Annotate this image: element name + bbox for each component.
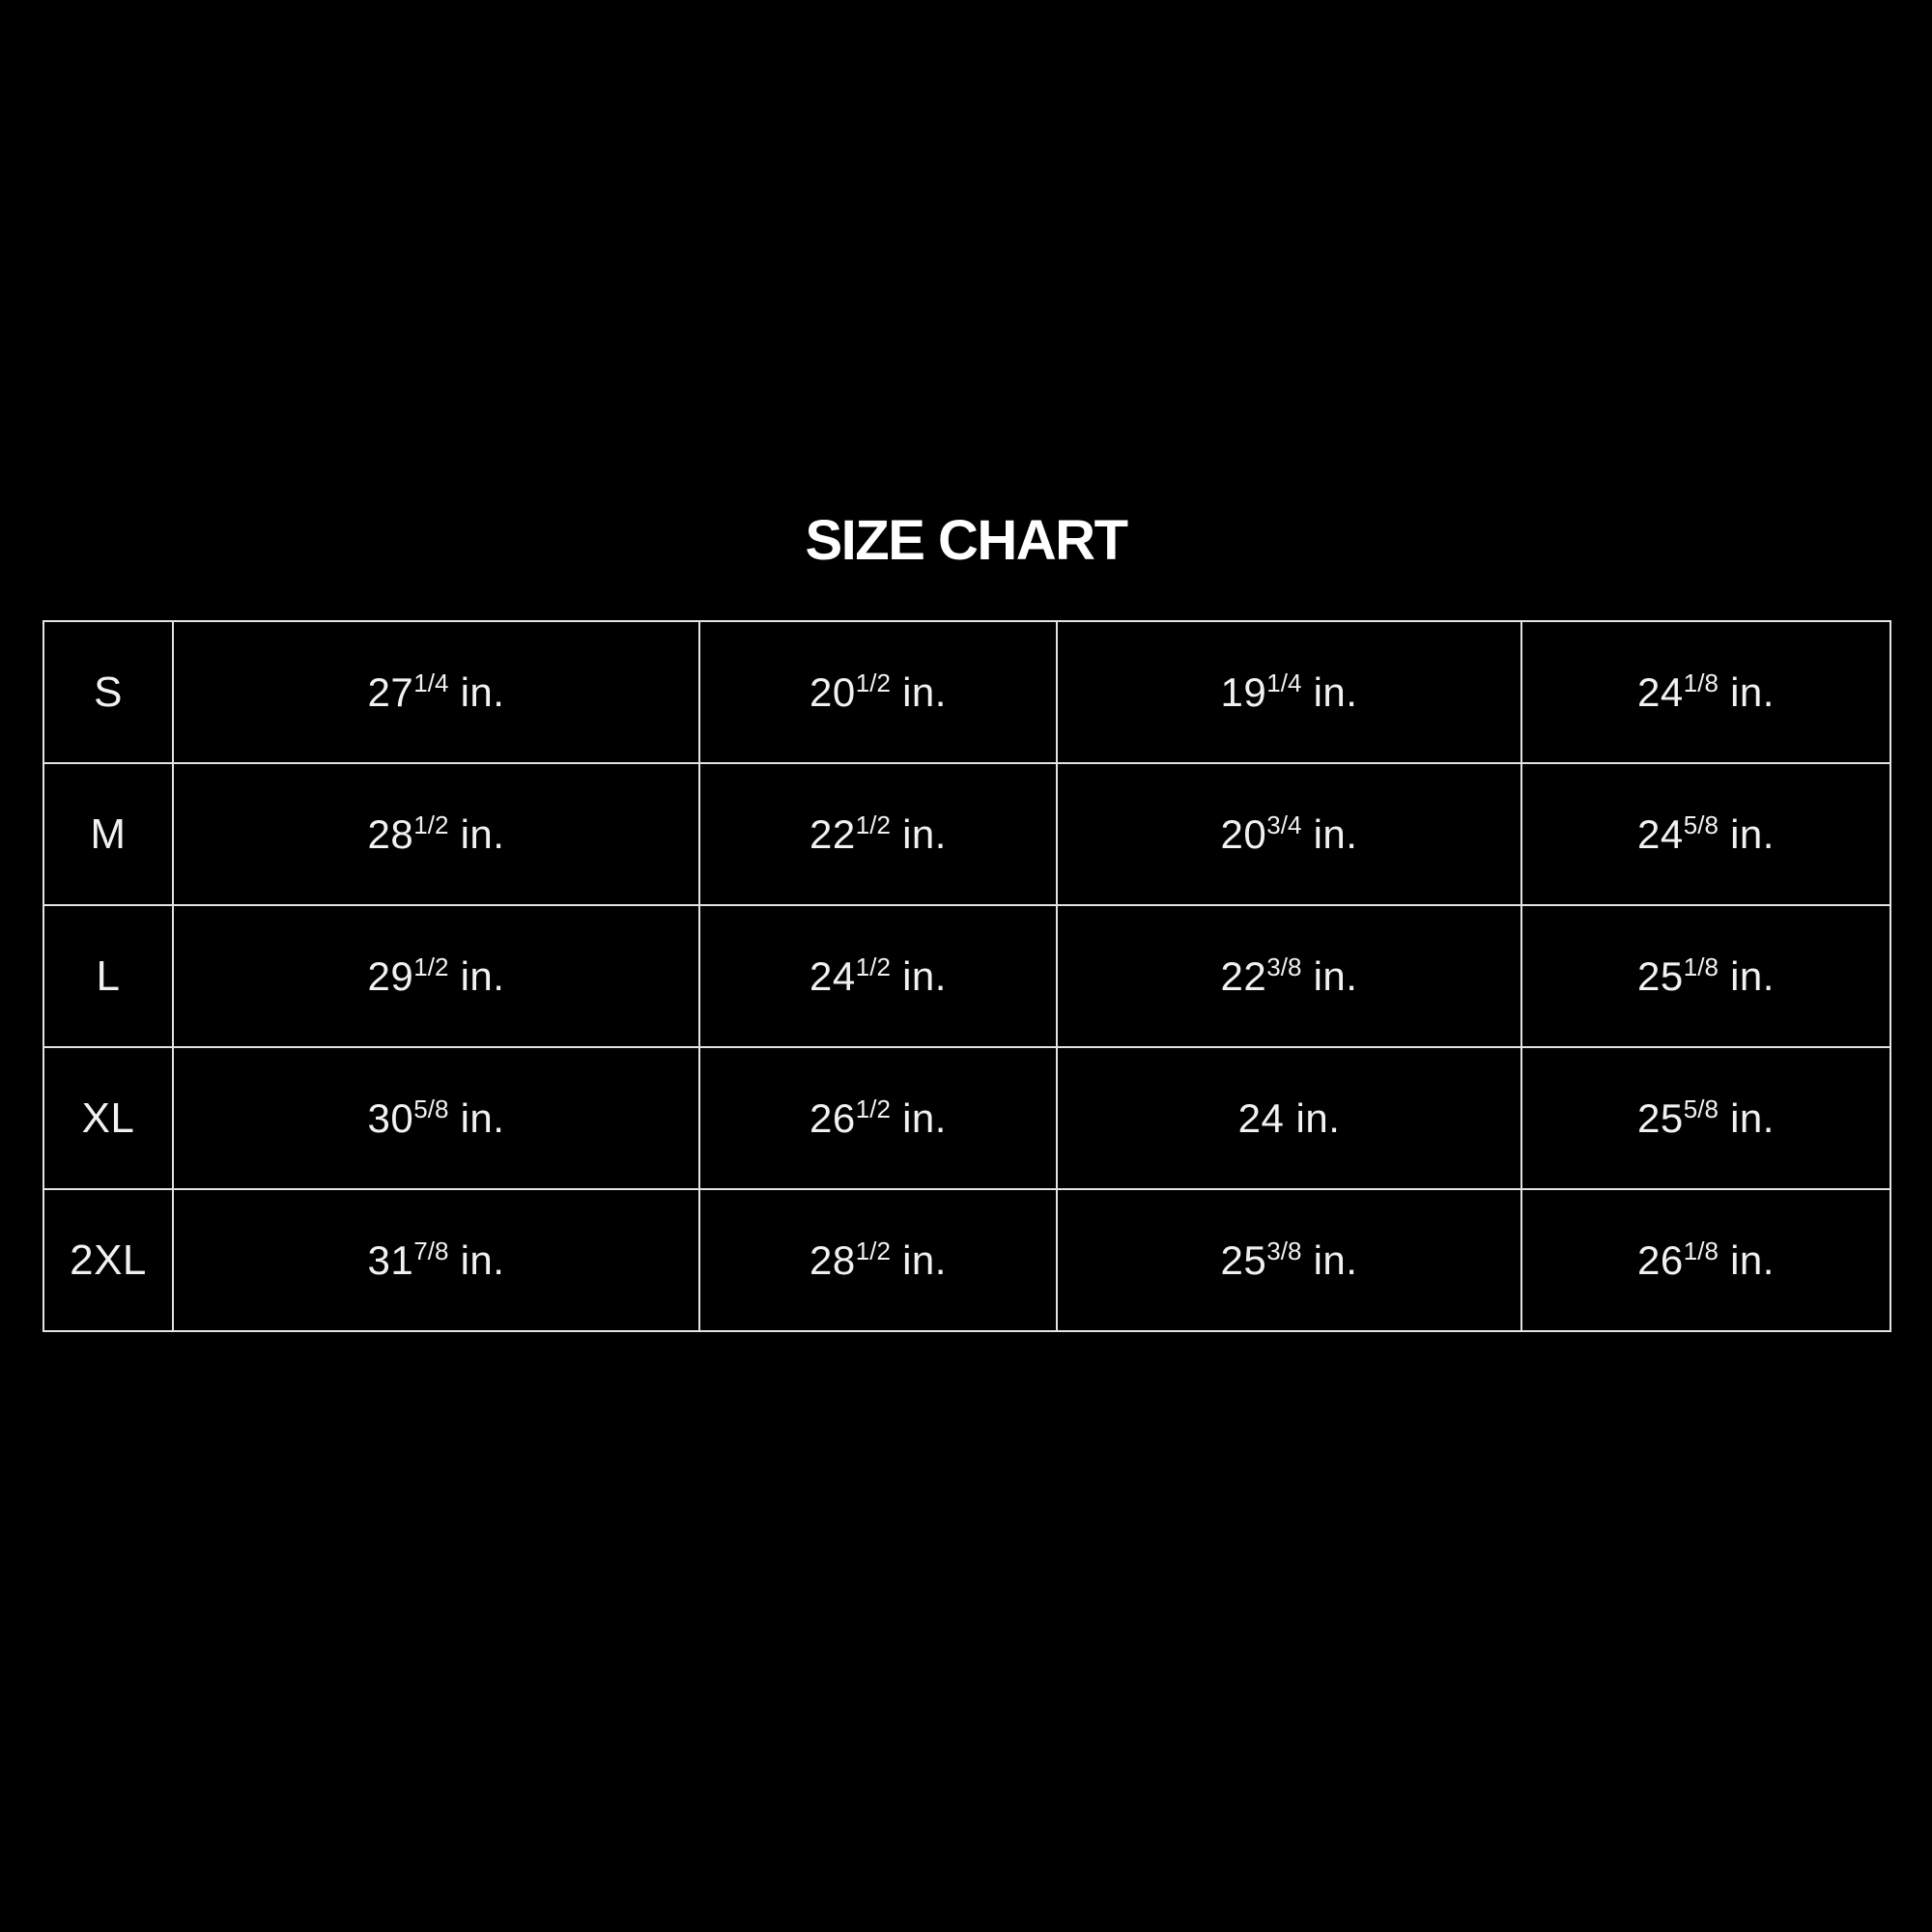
- measurement-cell: 271/4 in.: [172, 620, 700, 764]
- table-row: M 281/2 in. 221/2 in. 203/4 in. 245/8 in.: [43, 762, 1891, 906]
- table-row: XL 305/8 in. 261/2 in. 24 in. 255/8 in.: [43, 1046, 1891, 1190]
- fraction-superscript: 1/8: [1683, 1236, 1719, 1265]
- measurement-cell: 203/4 in.: [1056, 762, 1522, 906]
- fraction-superscript: 1/2: [413, 810, 449, 839]
- fraction-superscript: 1/2: [413, 952, 449, 981]
- measurement-cell: 281/2 in.: [698, 1188, 1058, 1332]
- measurement-cell: 245/8 in.: [1520, 762, 1891, 906]
- measurement-cell: 253/8 in.: [1056, 1188, 1522, 1332]
- fraction-superscript: 1/2: [855, 810, 891, 839]
- fraction-superscript: 5/8: [1683, 1094, 1719, 1123]
- size-cell: S: [43, 620, 174, 764]
- measurement-cell: 281/2 in.: [172, 762, 700, 906]
- fraction-superscript: 1/8: [1683, 952, 1719, 981]
- measurement-cell: 191/4 in.: [1056, 620, 1522, 764]
- size-cell: 2XL: [43, 1188, 174, 1332]
- size-chart-table: S 271/4 in. 201/2 in. 191/4 in. 241/8 in. M 28…: [43, 620, 1891, 1332]
- measurement-cell: 241/2 in.: [698, 904, 1058, 1048]
- fraction-superscript: 3/8: [1266, 952, 1302, 981]
- fraction-superscript: 1/2: [855, 668, 891, 697]
- measurement-cell: 223/8 in.: [1056, 904, 1522, 1048]
- fraction-superscript: 1/8: [1683, 668, 1719, 697]
- measurement-cell: 305/8 in.: [172, 1046, 700, 1190]
- page-title: SIZE CHART: [805, 509, 1129, 572]
- fraction-superscript: 3/8: [1266, 1236, 1302, 1265]
- fraction-superscript: 1/2: [855, 1236, 891, 1265]
- measurement-cell: 241/8 in.: [1520, 620, 1891, 764]
- measurement-cell: 255/8 in.: [1520, 1046, 1891, 1190]
- measurement-cell: 261/8 in.: [1520, 1188, 1891, 1332]
- fraction-superscript: 1/4: [413, 668, 449, 697]
- size-cell: XL: [43, 1046, 174, 1190]
- fraction-superscript: 3/4: [1266, 810, 1302, 839]
- size-cell: M: [43, 762, 174, 906]
- fraction-superscript: 1/2: [855, 952, 891, 981]
- size-table-body: S 271/4 in. 201/2 in. 191/4 in. 241/8 in. M 28…: [43, 620, 1891, 1332]
- measurement-cell: 221/2 in.: [698, 762, 1058, 906]
- measurement-cell: 261/2 in.: [698, 1046, 1058, 1190]
- measurement-cell: 201/2 in.: [698, 620, 1058, 764]
- fraction-superscript: 5/8: [413, 1094, 449, 1123]
- measurement-cell: 24 in.: [1056, 1046, 1522, 1190]
- measurement-cell: 251/8 in.: [1520, 904, 1891, 1048]
- table-row: S 271/4 in. 201/2 in. 191/4 in. 241/8 in.: [43, 620, 1891, 764]
- table-row: 2XL 317/8 in. 281/2 in. 253/8 in. 261/8 in.: [43, 1188, 1891, 1332]
- table-row: L 291/2 in. 241/2 in. 223/8 in. 251/8 in.: [43, 904, 1891, 1048]
- measurement-cell: 317/8 in.: [172, 1188, 700, 1332]
- size-cell: L: [43, 904, 174, 1048]
- fraction-superscript: 1/4: [1266, 668, 1302, 697]
- fraction-superscript: 5/8: [1683, 810, 1719, 839]
- fraction-superscript: 7/8: [413, 1236, 449, 1265]
- fraction-superscript: 1/2: [855, 1094, 891, 1123]
- measurement-cell: 291/2 in.: [172, 904, 700, 1048]
